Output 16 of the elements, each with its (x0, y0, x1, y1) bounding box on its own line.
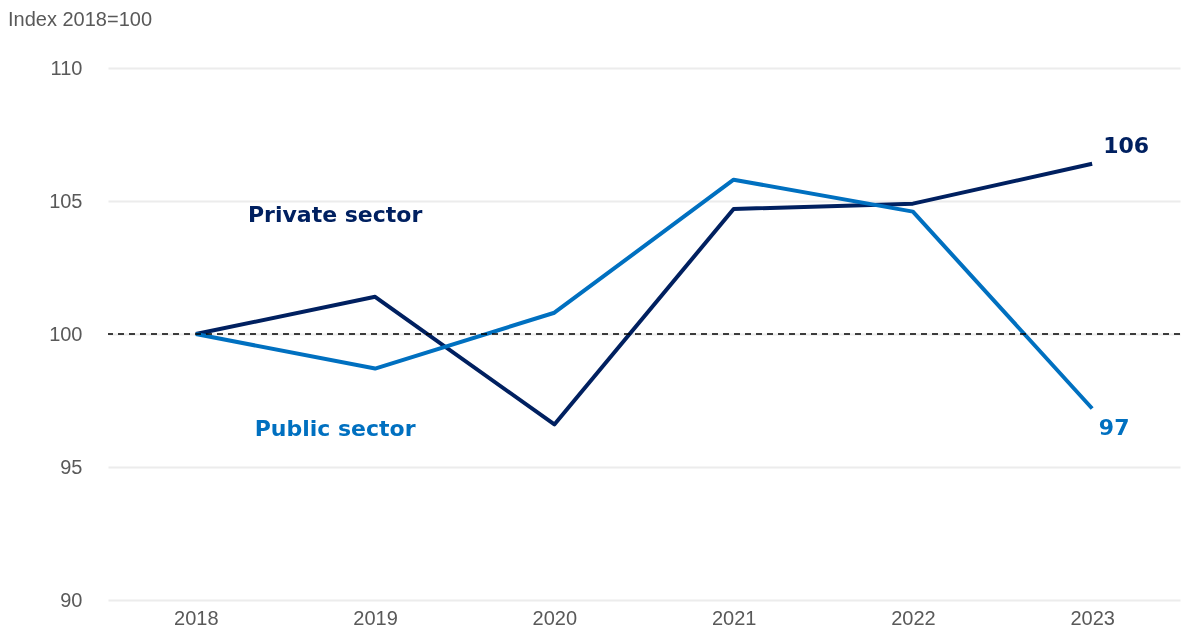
x-tick-label: 2019 (353, 606, 398, 629)
x-tick-label: 2022 (891, 606, 936, 629)
text: Public sector (254, 415, 416, 441)
text: Private sector (247, 201, 423, 227)
data-label: 106 (1103, 132, 1150, 158)
y-tick-label: 105 (49, 189, 83, 212)
y-tick-label: 110 (50, 56, 83, 79)
y-tick-label: 95 (60, 455, 83, 478)
data-label: 97 (1098, 415, 1130, 441)
x-tick-label: 2018 (174, 606, 219, 629)
y-axis-title: Index 2018=100 (8, 8, 153, 30)
y-tick-label: 90 (60, 588, 83, 611)
x-tick-label: 2020 (532, 606, 578, 629)
y-tick-label: 100 (49, 322, 83, 345)
x-tick-label: 2021 (711, 606, 757, 629)
x-tick-label: 2023 (1070, 606, 1115, 629)
